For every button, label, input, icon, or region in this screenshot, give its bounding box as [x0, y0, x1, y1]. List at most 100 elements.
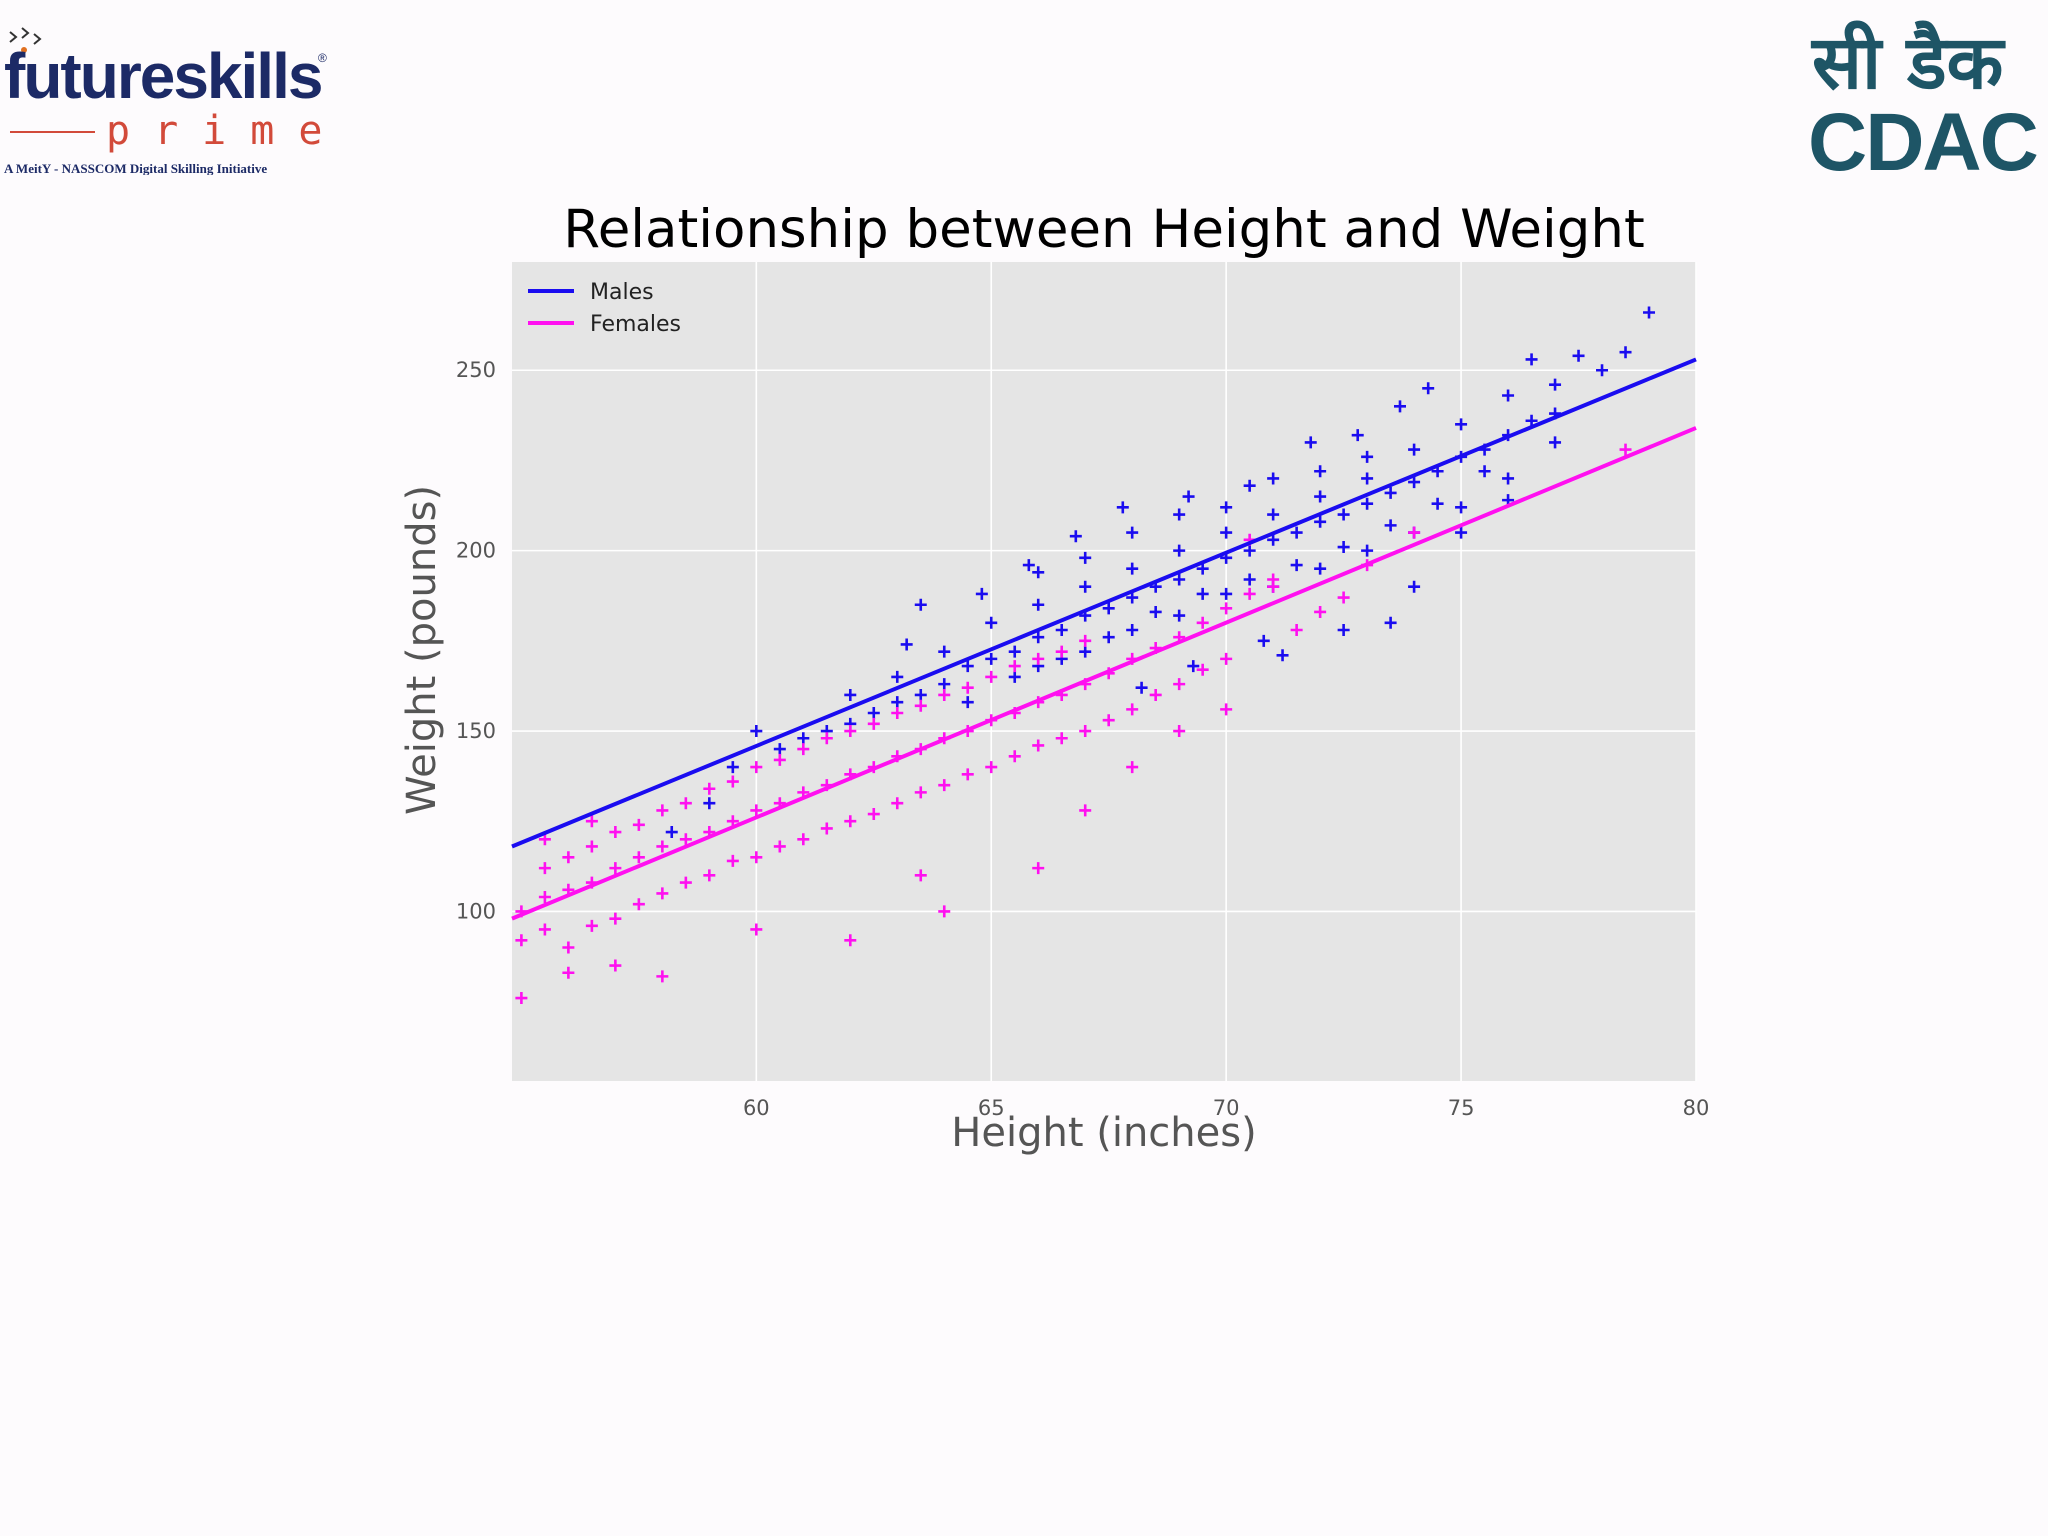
data-point — [665, 826, 678, 839]
data-point — [1243, 573, 1256, 586]
data-point — [1408, 580, 1421, 593]
data-point — [1502, 472, 1515, 485]
data-point — [1032, 652, 1045, 665]
data-point — [1079, 725, 1092, 738]
data-point — [891, 696, 904, 709]
data-point — [1055, 732, 1068, 745]
data-point — [1032, 739, 1045, 752]
data-point — [703, 797, 716, 810]
data-point — [1149, 605, 1162, 618]
x-tick-label: 75 — [1448, 1096, 1475, 1120]
data-point — [1220, 501, 1233, 514]
data-point — [1643, 306, 1656, 319]
data-point — [938, 645, 951, 658]
data-point — [1394, 400, 1406, 413]
data-point — [1408, 443, 1421, 456]
data-point — [891, 706, 904, 719]
data-point — [914, 598, 927, 611]
series-males-points — [665, 306, 1656, 839]
data-point — [1549, 436, 1562, 449]
data-point — [538, 923, 551, 936]
data-point — [1032, 598, 1045, 611]
data-point — [1126, 591, 1139, 604]
data-point — [1126, 761, 1139, 774]
data-point — [1314, 605, 1327, 618]
data-point — [867, 717, 880, 730]
data-point — [609, 826, 622, 839]
data-point — [961, 660, 974, 673]
data-point — [844, 725, 857, 738]
data-point — [726, 761, 739, 774]
logo-word: futureskills — [4, 40, 321, 112]
fit-line-females — [511, 426, 1697, 921]
data-point — [1384, 486, 1397, 499]
data-point — [1337, 624, 1350, 637]
data-point — [1196, 616, 1209, 629]
data-point — [867, 808, 880, 821]
data-point — [726, 854, 739, 867]
y-tick-label: 150 — [456, 719, 496, 743]
data-point — [632, 898, 645, 911]
data-point — [773, 840, 786, 853]
data-point — [797, 743, 810, 756]
data-point — [773, 753, 786, 766]
data-point — [914, 869, 927, 882]
data-point — [1220, 602, 1233, 615]
data-point — [1173, 573, 1186, 586]
data-point — [1455, 418, 1468, 431]
chart: Relationship between Height and Weight 6… — [380, 185, 1740, 1185]
data-point — [1069, 530, 1082, 543]
data-point — [1290, 559, 1303, 572]
data-point — [1187, 660, 1200, 673]
data-point — [750, 804, 763, 817]
data-point — [515, 934, 528, 947]
data-point — [1196, 562, 1209, 575]
data-point — [562, 851, 575, 864]
data-point — [1149, 688, 1162, 701]
data-point — [1384, 519, 1397, 532]
data-point — [562, 966, 575, 979]
data-point — [1572, 349, 1585, 362]
data-point — [1220, 703, 1233, 716]
data-point — [1196, 663, 1209, 676]
data-point — [1102, 631, 1115, 644]
data-point — [515, 992, 528, 1005]
data-point — [867, 706, 880, 719]
data-point — [585, 840, 598, 853]
fit-lines — [511, 357, 1697, 921]
data-point — [1126, 526, 1139, 539]
data-point — [679, 876, 692, 889]
data-point — [585, 919, 598, 932]
data-point — [1314, 490, 1327, 503]
data-point — [820, 732, 833, 745]
data-point — [656, 840, 669, 853]
data-point — [1384, 616, 1397, 629]
data-point — [1126, 624, 1139, 637]
data-point — [844, 688, 857, 701]
data-point — [1220, 587, 1233, 600]
data-point — [1619, 443, 1632, 456]
data-point — [1022, 559, 1035, 572]
data-point — [750, 761, 763, 774]
data-point — [609, 912, 622, 925]
data-point — [797, 833, 810, 846]
data-point — [1267, 508, 1280, 521]
data-point — [1431, 497, 1444, 510]
data-point — [656, 804, 669, 817]
cdac-latin-text: CDAC — [1808, 97, 2037, 178]
data-point — [1220, 526, 1233, 539]
fit-line-males — [511, 357, 1697, 849]
data-point — [1619, 346, 1632, 359]
legend-label: Females — [590, 312, 681, 337]
data-point — [938, 688, 951, 701]
data-point — [1079, 551, 1092, 564]
data-point — [938, 678, 951, 691]
data-point — [632, 818, 645, 831]
data-point — [1267, 580, 1280, 593]
data-point — [797, 732, 810, 745]
data-point — [1079, 634, 1092, 647]
data-point — [1276, 649, 1289, 662]
data-point — [1008, 660, 1021, 673]
data-point — [1502, 389, 1515, 402]
data-point — [1267, 472, 1280, 485]
